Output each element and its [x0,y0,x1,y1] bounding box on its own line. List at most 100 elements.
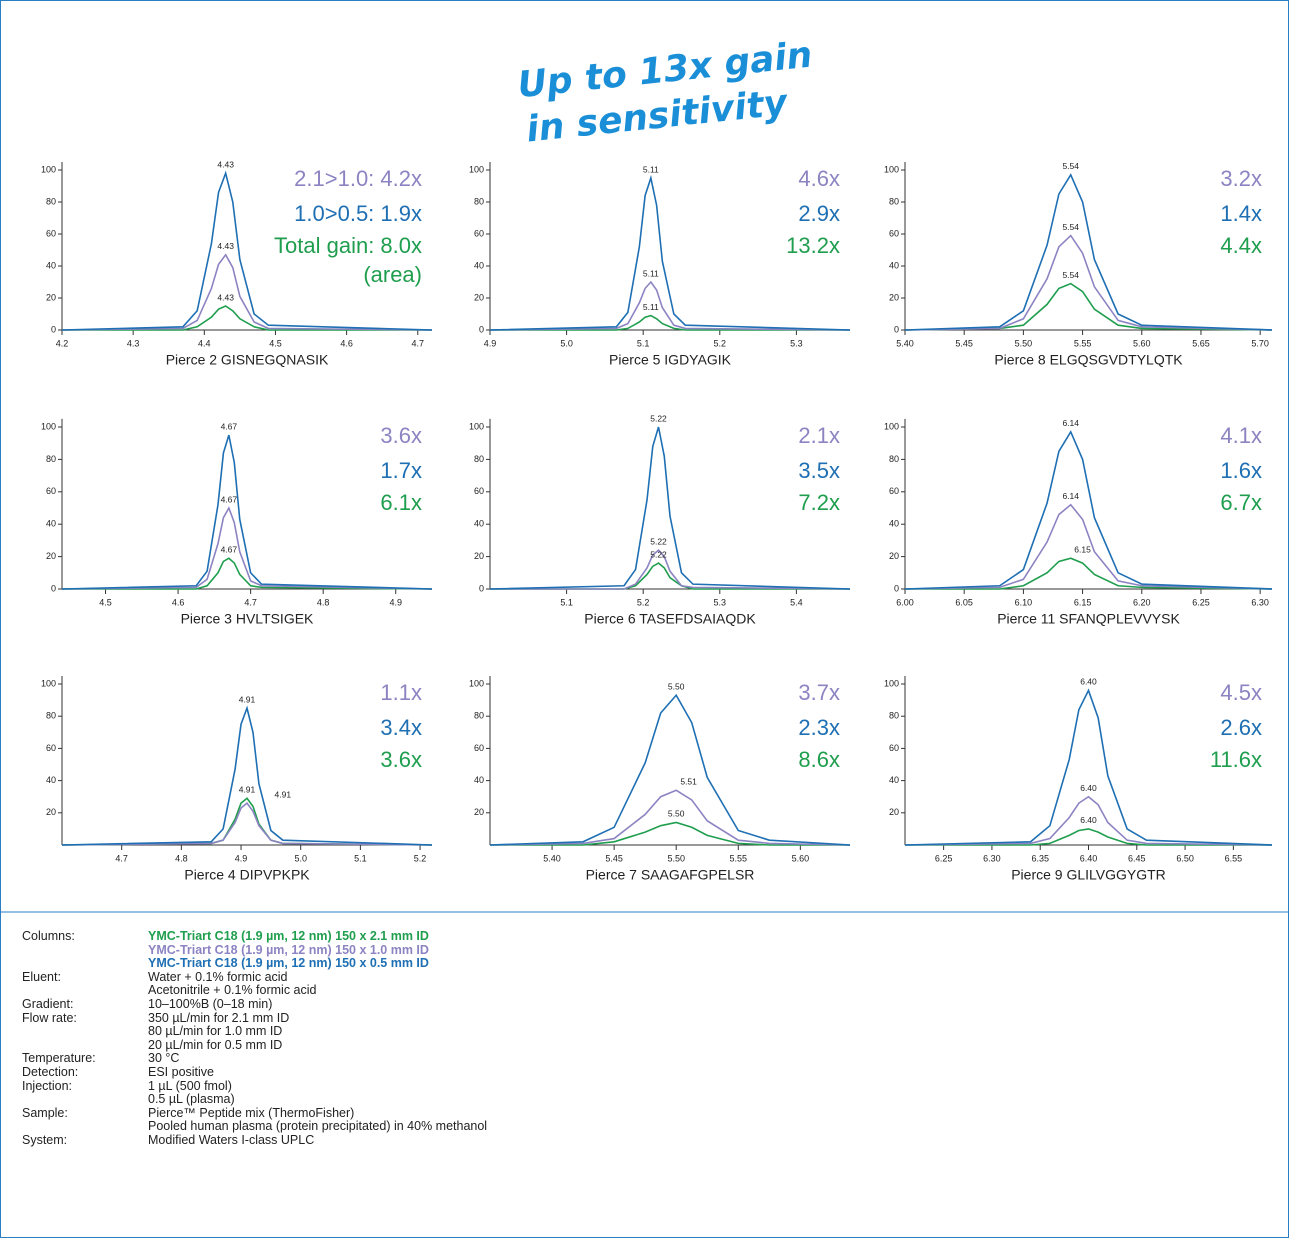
trace [905,828,1272,846]
gain-label: 6.7x [1220,490,1262,515]
x-tick-label: 6.30 [1251,597,1269,607]
chart-title: Pierce 4 DIPVPKPK [184,867,310,883]
y-tick-label: 0 [894,583,899,593]
condition-line: YMC-Triart C18 (1.9 µm, 12 nm) 150 x 1.0… [148,942,429,957]
y-tick-label: 20 [889,292,899,302]
trace [489,280,851,331]
gain-label: 8.6x [798,747,840,772]
trace [489,426,851,590]
y-tick-label: 80 [46,196,56,206]
gain-label: 4.4x [1220,233,1262,258]
y-tick-label: 80 [46,454,56,464]
chart-title: Pierce 5 IGDYAGIK [609,352,732,368]
y-tick-label: 20 [474,551,484,561]
condition-lines: ESI positive [148,1064,215,1080]
x-tick-label: 5.55 [730,853,748,863]
x-tick-label: 6.50 [1176,853,1194,863]
x-tick-label: 5.50 [1015,338,1033,348]
condition-line: Acetonitrile + 0.1% formic acid [148,983,317,998]
x-tick-label: 5.65 [1192,338,1210,348]
y-tick-label: 20 [46,807,56,817]
trace [490,549,851,590]
condition-row: Temperature: 30 °C [22,1052,487,1066]
condition-row: Injection: 1 µL (500 fmol) 0.5 µL (plasma) [22,1079,487,1107]
x-tick-label: 4.7 [244,597,257,607]
y-tick-label: 60 [474,486,484,496]
condition-row: Eluent: Water + 0.1% formic acid Acetonitr… [22,969,487,998]
peak-label: 4.67 [221,494,238,504]
gain-label: 3.4x [380,715,422,740]
x-tick-label: 5.40 [543,853,561,863]
x-tick-label: 5.1 [560,597,573,607]
y-tick-label: 100 [884,421,899,431]
x-tick-label: 5.2 [414,853,427,863]
y-tick-label: 40 [474,775,484,785]
x-tick-label: 5.60 [1133,338,1151,348]
condition-line: Water + 0.1% formic acid [148,969,288,984]
peak-label: 6.40 [1080,815,1097,825]
charts: Up to 13x gain in sensitivity 0 20 40 60 80 1… [1,34,1288,913]
gain-label: 1.7x [380,458,422,483]
condition-label: Columns: [22,929,75,943]
condition-lines: 10–100%B (0–18 min) [148,997,272,1012]
x-tick-label: 6.45 [1128,853,1146,863]
x-tick-label: 6.25 [935,853,953,863]
trace [490,562,850,590]
chart-title: Pierce 3 HVLTSIGEK [181,611,314,627]
peak-label: 5.50 [668,809,685,819]
condition-row: Sample: Pierce™ Peptide mix (ThermoFisher… [22,1105,487,1134]
peak-label: 4.67 [221,421,238,431]
condition-lines: Pierce™ Peptide mix (ThermoFisher) Pooled… [148,1105,487,1134]
y-tick-label: 100 [41,164,56,174]
y-tick-label: 20 [889,807,899,817]
trace [904,795,1273,846]
chart-title: Pierce 7 SAAGAFGPELSR [586,867,755,883]
trace [61,434,433,590]
x-tick-label: 5.4 [790,597,803,607]
chart-title: Pierce 2 GISNEGQNASIK [166,352,329,368]
gain-label: 1.0>0.5: 1.9x [294,201,422,226]
x-tick-label: 5.0 [294,853,307,863]
condition-line: 80 µL/min for 1.0 mm ID [148,1024,283,1039]
trace [490,821,850,846]
gain-label: 2.9x [798,201,840,226]
y-tick-label: 40 [889,775,899,785]
trace [905,557,1273,590]
peak-label: 5.54 [1062,222,1079,232]
trace [61,170,433,331]
condition-lines: 30 °C [148,1052,179,1066]
peak-label: 5.11 [643,302,659,312]
condition-label: Gradient: [22,996,74,1011]
peak-label: 5.22 [650,549,667,559]
y-tick-label: 40 [474,519,484,529]
gain-label: 2.3x [798,715,840,740]
x-tick-label: 5.0 [560,338,573,348]
gain-label: 4.5x [1220,680,1262,705]
trace [904,173,1273,331]
x-tick-label: 5.2 [637,597,650,607]
gain-label: 11.6x [1210,747,1262,772]
trace [489,693,851,846]
x-tick-label: 4.6 [172,597,185,607]
condition-label: Eluent: [22,969,61,984]
peak-label: 5.54 [1062,270,1079,280]
condition-lines: Modified Waters I-class UPLC [148,1133,314,1148]
trace [904,503,1273,590]
x-tick-label: 6.15 [1074,597,1092,607]
y-tick-label: 80 [474,196,484,206]
x-tick-label: 4.9 [484,338,497,348]
condition-line: Pierce™ Peptide mix (ThermoFisher) [148,1105,355,1120]
y-tick-label: 40 [474,260,484,270]
x-tick-label: 5.1 [354,853,367,863]
trace [62,557,433,590]
x-tick-label: 6.35 [1031,853,1049,863]
gain-label: 6.1x [380,490,422,515]
peak-label: 6.40 [1080,783,1097,793]
x-tick-label: 6.10 [1015,597,1033,607]
condition-line: ESI positive [148,1064,215,1079]
y-tick-label: 20 [889,551,899,561]
y-tick-label: 80 [46,711,56,721]
chart-title: Pierce 6 TASEFDSAIAQDK [584,611,756,627]
trace [904,688,1273,846]
y-tick-label: 100 [884,164,899,174]
